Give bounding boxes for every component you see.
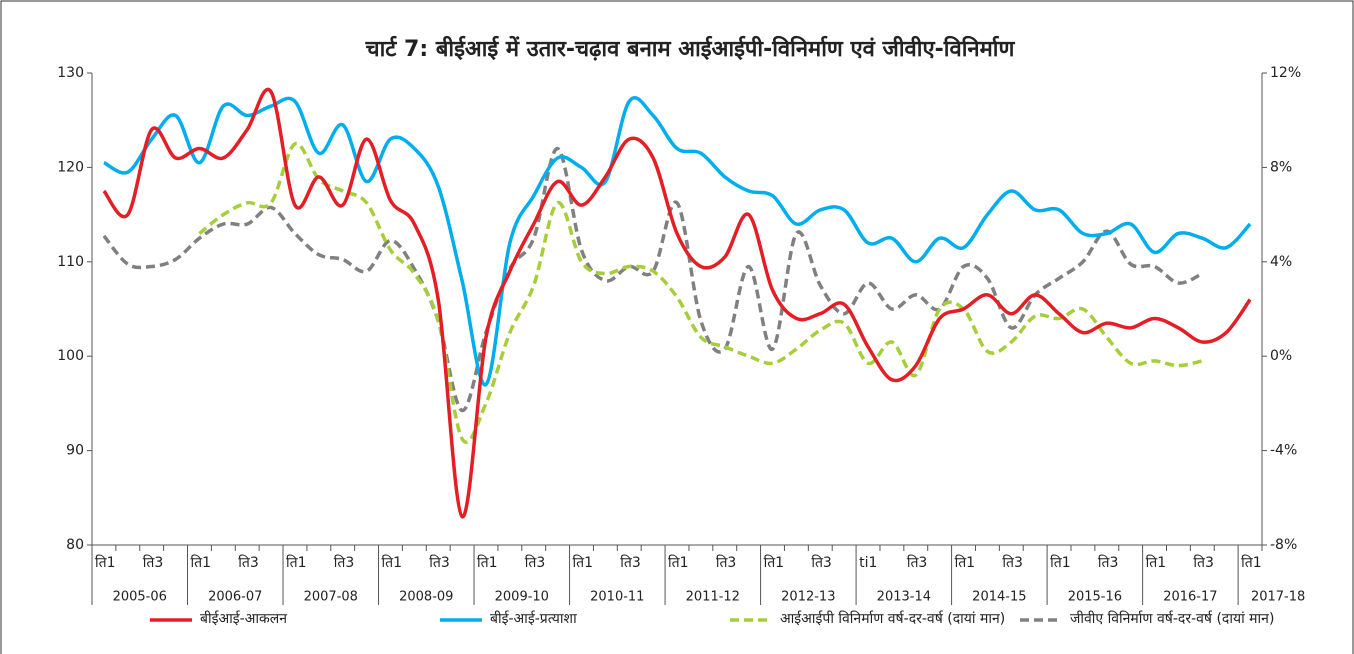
chart-title: चार्ट 7: बीईआई में उतार-चढ़ाव बनाम आईआईप… [365,35,1016,62]
x-tick-label: ति3 [238,554,259,571]
x-tick-label: ति1 [191,554,212,571]
year-label: 2012-13 [781,590,835,605]
x-tick-label: ति3 [811,554,832,571]
y-tick-label: 80 [66,537,84,553]
y-tick-label: 130 [57,65,84,81]
x-tick-label: ति1 [955,554,976,571]
year-label: 2017-18 [1251,590,1305,605]
legend-item: जीवीए विनिर्माण वर्ष-दर-वर्ष (दायां मान) [1020,612,1310,654]
y2-tick-label: -8% [1270,537,1297,553]
x-tick-label: ति3 [1193,554,1214,571]
y2-tick-label: -4% [1270,443,1297,459]
y-tick-label: 90 [66,443,84,459]
legend-label: बीईआई-आकलन [200,611,288,627]
x-tick-label: ति1 [764,554,785,571]
x-tick-label: ति1 [668,554,689,571]
year-label: 2014-15 [972,590,1026,605]
x-tick-label: ति1 [477,554,498,571]
year-label: 2015-16 [1068,590,1122,605]
y-tick-label: 120 [57,159,84,175]
x-tick-label: ति1 [286,554,307,571]
x-tick-label: ति3 [716,554,737,571]
legend-item: बीईआई-आकलन [150,612,440,654]
legend-label: बीई-आई-प्रत्याशा [490,611,577,627]
year-label: 2006-07 [208,590,262,605]
legend-swatch [440,618,482,622]
year-label: 2016-17 [1163,590,1217,605]
x-tick-label: ति3 [1098,554,1119,571]
legend-label: जीवीए विनिर्माण वर्ष-दर-वर्ष (दायां मान) [1070,611,1275,627]
year-label: 2011-12 [686,590,740,605]
x-tick-label: ति1 [1241,554,1262,571]
legend-label: आईआईपी विनिर्माण वर्ष-दर-वर्ष (दायां मान… [780,611,1006,627]
year-label: 2008-09 [399,590,453,605]
legend-swatch [730,618,772,622]
series-line [102,146,1204,413]
y2-tick-label: 0% [1270,348,1292,364]
series-line [103,96,1252,387]
x-tick-label: ति3 [525,554,546,571]
y2-tick-label: 8% [1270,159,1292,175]
legend-swatch [150,618,192,622]
y2-tick-label: 12% [1270,65,1301,81]
x-tick-label: ति1 [1146,554,1167,571]
legend: बीईआई-आकलन बीई-आई-प्रत्याशा आईआईपी विनिर्म… [150,612,1330,654]
x-tick-label: ति1 [382,554,403,571]
legend-item: आईआईपी विनिर्माण वर्ष-दर-वर्ष (दायां मान… [730,612,1020,654]
y2-tick-label: 4% [1270,254,1292,270]
x-tick-label: ति3 [1002,554,1023,571]
x-tick-label: ति3 [620,554,641,571]
year-label: 2009-10 [495,590,549,605]
x-tick-label: ति1 [95,554,116,571]
legend-item: बीई-आई-प्रत्याशा [440,612,730,654]
x-tick-label: ति1 [573,554,594,571]
x-tick-label: ति3 [334,554,355,571]
x-tick-label: ti1 [859,555,877,571]
x-tick-label: ति3 [429,554,450,571]
legend-swatch [1020,618,1062,622]
series-line [102,87,1252,519]
y-tick-label: 110 [57,254,84,270]
year-label: 2010-11 [590,590,644,605]
year-label: 2005-06 [113,590,167,605]
x-tick-label: ति3 [907,554,928,571]
x-tick-label: ति1 [1050,554,1071,571]
series-line [198,142,1203,444]
y-tick-label: 100 [57,348,84,364]
year-label: 2007-08 [304,590,358,605]
year-label: 2013-14 [877,590,931,605]
x-tick-label: ति3 [143,554,164,571]
